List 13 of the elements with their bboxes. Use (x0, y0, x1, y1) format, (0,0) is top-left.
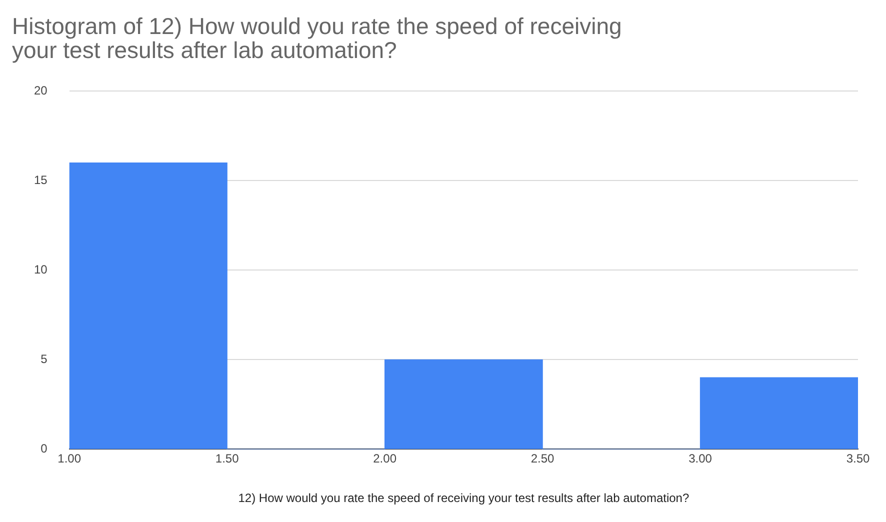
y-tick-label: 10 (34, 262, 48, 277)
y-tick-label: 5 (40, 352, 48, 366)
x-tick-label: 3.00 (688, 452, 712, 466)
x-tick-label: 1.00 (58, 452, 82, 466)
x-tick-label: 1.50 (215, 452, 240, 466)
y-tick-label: 20 (34, 84, 48, 98)
chart-title: Histogram of 12) How would you rate the speed of receiving your test results after lab automation? (11, 12, 623, 63)
x-axis-title: 12) How would you rate the speed of receiving your test results after lab automation? (238, 491, 690, 506)
y-tick-label: 0 (40, 442, 48, 456)
y-tick-label: 15 (34, 173, 48, 188)
x-tick-label: 2.00 (373, 452, 397, 466)
x-tick-label: 2.50 (530, 452, 555, 466)
x-tick-label: 3.50 (846, 452, 870, 466)
